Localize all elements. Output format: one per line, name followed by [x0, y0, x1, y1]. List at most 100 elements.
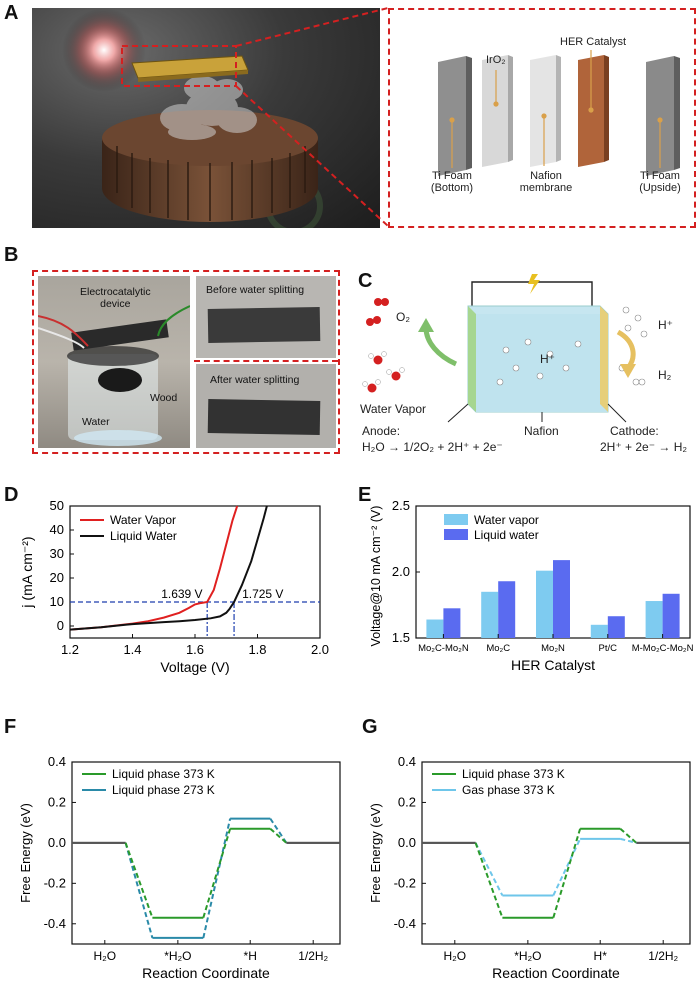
- x-tick-label: *H: [244, 949, 257, 963]
- y-tick-label: 40: [50, 522, 64, 537]
- bar-1-2: [553, 560, 570, 638]
- zoom-connectors: [235, 7, 389, 227]
- y-tick-label: 50: [50, 498, 64, 513]
- bar-1-0: [443, 608, 461, 638]
- y-axis-label: Voltage@10 mA cm⁻² (V): [369, 506, 383, 647]
- x-tick-label: Mo₂N: [541, 643, 565, 654]
- hplus-center-label: H⁺: [540, 352, 555, 366]
- panel-b-box: Electrocatalytic device Wood Water Befor…: [32, 270, 340, 454]
- x-tick-label: *H₂O: [164, 949, 191, 963]
- device-photo-part: [71, 319, 169, 351]
- y-tick-label: 0.2: [48, 794, 66, 809]
- x-tick-label: 1.2: [61, 642, 79, 657]
- chart-d: 1.2 1.4 1.6 1.8 2.0 0 10 20 30 40 50 Voltage (V) j (…: [19, 498, 329, 675]
- ti-foam-bottom-layer: [438, 56, 466, 176]
- x-tick-label: Mo₂C: [486, 643, 510, 654]
- x-axis-label: Reaction Coordinate: [142, 965, 270, 981]
- device-photo: Electrocatalytic device Wood Water: [38, 276, 190, 448]
- chart-f: 0.4 0.2 0.0 -0.2 -0.4 H₂O *H₂O *H 1/2H₂ Reaction …: [18, 754, 341, 981]
- y-axis-label: Free Energy (eV): [368, 803, 383, 903]
- connector-0-2: [619, 827, 638, 844]
- legend-label-1: Liquid phase 273 K: [112, 783, 215, 797]
- annotation-label: 1.639 V: [161, 587, 202, 601]
- panel-a-render-art: [62, 8, 323, 228]
- panel-c-diagram: [362, 274, 648, 423]
- bar-0-1: [481, 591, 499, 638]
- nafion-layer: [530, 55, 556, 167]
- y-tick-label: -0.4: [394, 916, 416, 931]
- connector-0-2: [269, 827, 288, 844]
- x-tick-label: H₂O: [93, 949, 116, 963]
- before-photo: Before water splitting: [196, 276, 336, 358]
- panel-e-letter: E: [358, 484, 372, 506]
- ti-foam-bottom-label: Ti Foam (Bottom): [430, 170, 474, 194]
- chart-e: 1.5 2.0 2.5 Mo₂C-Mo₂N Mo₂C Mo₂N Pt/C M-Mo₂C-Mo₂…: [369, 498, 694, 673]
- connector-1-0: [124, 842, 154, 939]
- lens-flare: [62, 8, 146, 92]
- y-tick-label: 0.4: [48, 754, 66, 769]
- bar-1-3: [607, 616, 625, 638]
- x-axis-label: Voltage (V): [160, 659, 229, 675]
- panel-a-letter: A: [4, 2, 19, 24]
- y-tick-label: -0.2: [44, 875, 66, 890]
- her-catalyst-label: HER Catalyst: [560, 36, 627, 48]
- anode-layer: [468, 306, 476, 412]
- anode-arrow: [423, 327, 458, 367]
- hplus-right-label: H⁺: [658, 318, 673, 332]
- y-tick-label: 10: [50, 594, 64, 609]
- plot-frame: [69, 505, 321, 639]
- x-tick-label: *H₂O: [514, 949, 541, 963]
- legend-label-0: Liquid phase 373 K: [462, 767, 565, 781]
- wood-label: Wood: [150, 392, 178, 404]
- y-tick-label: 30: [50, 546, 64, 561]
- h2-label: H₂: [658, 368, 672, 382]
- y-tick-label: 0: [57, 618, 64, 633]
- water-vapor-label: Water Vapor: [360, 402, 427, 416]
- panel-a-zoom-box: IrO₂ HER Catalyst Ti Foam (Bottom) Nafio…: [388, 8, 696, 228]
- panel-c-letter: C: [358, 270, 373, 292]
- x-tick-label: 1.8: [248, 642, 266, 657]
- y-tick-label: 20: [50, 570, 64, 585]
- connector-1-1: [202, 818, 232, 939]
- lightning-icon: [528, 274, 540, 294]
- panel-d-letter: D: [4, 484, 19, 506]
- iro2-layer: [482, 55, 508, 167]
- o2-molecules: [366, 298, 389, 326]
- x-tick-label: Pt/C: [599, 643, 618, 654]
- bar-1-4: [662, 593, 680, 638]
- nafion-membrane-label: Nafion membrane: [519, 170, 573, 194]
- x-tick-label: H₂O: [443, 949, 466, 963]
- x-tick-label: 1.4: [123, 642, 141, 657]
- after-label: After water splitting: [210, 374, 300, 386]
- y-tick-label: 2.5: [392, 498, 410, 513]
- series-line-1: [69, 505, 268, 631]
- legend-label-0: Water vapor: [474, 513, 539, 527]
- iro2-label: IrO₂: [486, 54, 506, 66]
- steam: [160, 76, 257, 140]
- x-tick-label: 2.0: [311, 642, 329, 657]
- x-tick-label: H*: [594, 949, 608, 963]
- bar-0-0: [426, 619, 444, 638]
- ti-foam-upside-layer: [646, 56, 674, 176]
- panel-b-letter: B: [4, 244, 19, 266]
- device-label: Electrocatalytic device: [80, 286, 151, 310]
- legend-label-0: Water Vapor: [110, 513, 176, 527]
- connector-1-2: [620, 837, 637, 844]
- y-tick-label: 0.4: [398, 754, 416, 769]
- panel-g-letter: G: [362, 716, 378, 738]
- x-tick-label: 1.6: [186, 642, 204, 657]
- plot-frame: [71, 761, 341, 945]
- legend-label-0: Liquid phase 373 K: [112, 767, 215, 781]
- legend-label-1: Liquid Water: [110, 529, 177, 543]
- x-axis-label: Reaction Coordinate: [492, 965, 620, 981]
- legend-label-1: Liquid water: [474, 528, 539, 542]
- anode-equation: H₂O → 1/2O₂ + 2H⁺ + 2e⁻: [362, 440, 503, 454]
- before-label: Before water splitting: [206, 284, 305, 296]
- legend-swatch-1: [444, 529, 468, 540]
- x-tick-label: Mo₂C-Mo₂N: [418, 643, 469, 654]
- y-tick-label: 0.0: [398, 835, 416, 850]
- water-label: Water: [82, 416, 110, 428]
- cathode-equation: 2H⁺ + 2e⁻ → H₂: [600, 440, 688, 454]
- connector-1-1: [552, 838, 582, 896]
- plot-frame: [421, 761, 691, 945]
